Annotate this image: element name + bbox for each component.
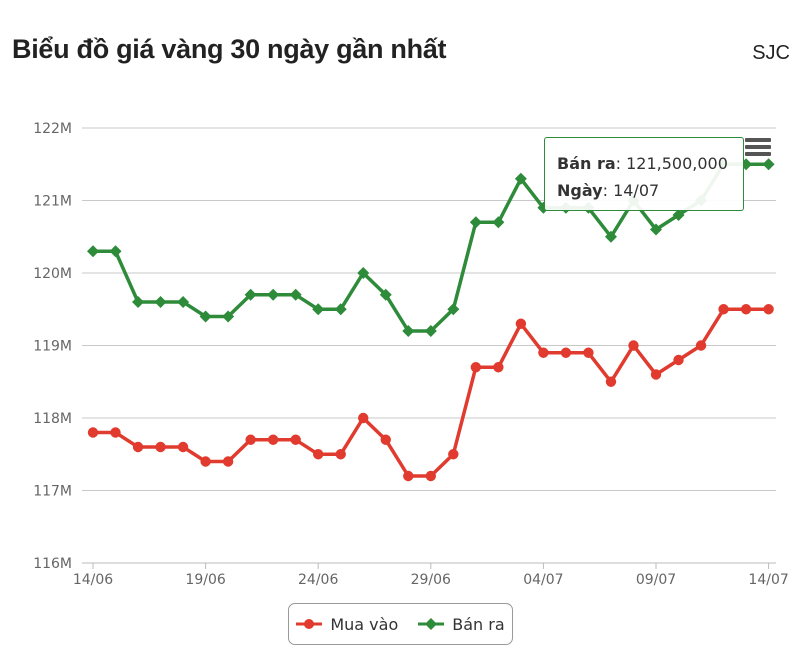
legend-item-buy[interactable]: Mua vào bbox=[296, 615, 398, 634]
tooltip-date-label: Ngày bbox=[557, 181, 603, 200]
x-tick-label: 14/07 bbox=[748, 572, 788, 588]
legend-label-buy: Mua vào bbox=[330, 614, 399, 634]
data-point-buy bbox=[380, 434, 391, 445]
legend-marker-sell bbox=[418, 618, 445, 630]
data-point-buy bbox=[87, 427, 99, 438]
tooltip-line-date: Ngày: 14/07 bbox=[557, 181, 660, 200]
x-axis: 14/06 19/06 24/06 29/06 04/07 09/07 14/07 bbox=[73, 562, 789, 588]
data-point-sell bbox=[244, 288, 257, 301]
y-tick-label: 119M bbox=[33, 339, 72, 355]
x-tick-label: 04/07 bbox=[523, 572, 563, 588]
data-point-sell bbox=[402, 325, 415, 337]
x-tick-label: 09/07 bbox=[636, 572, 676, 588]
data-point-sell bbox=[492, 216, 505, 229]
data-point-buy bbox=[290, 434, 301, 445]
data-point-sell bbox=[109, 245, 122, 258]
tooltip-value: 121,500,000 bbox=[626, 154, 728, 173]
legend-label-sell: Bán ra bbox=[452, 614, 505, 634]
data-point-buy bbox=[155, 441, 166, 453]
data-point-sell bbox=[132, 296, 145, 308]
data-point-buy bbox=[425, 470, 436, 482]
data-point-sell bbox=[447, 303, 460, 316]
y-tick-label: 120M bbox=[33, 266, 72, 282]
x-tick-label: 19/06 bbox=[185, 572, 225, 588]
tooltip: Bán ra: 121,500,000 Ngày: 14/07 bbox=[544, 137, 744, 211]
data-point-buy bbox=[740, 304, 752, 315]
data-point-sell bbox=[199, 310, 212, 323]
data-point-buy bbox=[650, 369, 662, 380]
x-tick-label: 14/06 bbox=[73, 572, 113, 588]
page-title: Biểu đồ giá vàng 30 ngày gần nhất bbox=[12, 34, 447, 64]
chart-header: Biểu đồ giá vàng 30 ngày gần nhất SJC bbox=[0, 0, 812, 90]
data-point-sell bbox=[177, 296, 190, 308]
data-point-sell bbox=[379, 288, 392, 301]
data-point-sell bbox=[334, 303, 347, 316]
data-point-buy bbox=[493, 362, 504, 373]
data-point-sell bbox=[357, 267, 370, 279]
x-tick-label: 24/06 bbox=[298, 572, 338, 588]
data-point-buy bbox=[200, 456, 211, 467]
data-point-buy bbox=[673, 354, 684, 366]
chart-legend: Mua vào Bán ra bbox=[288, 603, 513, 645]
data-point-buy bbox=[583, 347, 594, 358]
data-point-sell bbox=[267, 288, 280, 301]
data-point-sell bbox=[154, 296, 167, 308]
hamburger-menu-icon[interactable] bbox=[745, 136, 773, 158]
data-point-sell bbox=[650, 223, 662, 236]
data-point-buy bbox=[718, 304, 729, 315]
data-point-buy bbox=[695, 340, 707, 351]
data-point-buy bbox=[267, 434, 279, 445]
x-tick-label: 29/06 bbox=[411, 572, 451, 588]
data-point-buy bbox=[515, 318, 527, 329]
data-point-sell bbox=[312, 303, 325, 316]
legend-item-sell[interactable]: Bán ra bbox=[418, 614, 505, 634]
data-point-buy bbox=[763, 304, 774, 315]
data-point-buy bbox=[110, 427, 121, 438]
data-point-sell bbox=[424, 325, 437, 337]
data-point-sell bbox=[87, 245, 99, 258]
y-tick-label: 118M bbox=[33, 411, 72, 427]
brand-label: SJC bbox=[752, 42, 790, 64]
tooltip-date: 14/07 bbox=[613, 181, 660, 200]
data-point-buy bbox=[470, 362, 482, 373]
data-point-sell bbox=[222, 310, 235, 323]
y-tick-label: 122M bbox=[33, 121, 72, 137]
y-tick-label: 121M bbox=[33, 194, 72, 210]
y-axis-ticks: 116M 117M 118M 119M 120M 121M 122M bbox=[33, 121, 72, 572]
data-point-sell bbox=[289, 288, 302, 301]
grid-lines bbox=[82, 127, 776, 491]
data-point-buy bbox=[132, 441, 144, 453]
data-point-sell bbox=[514, 172, 527, 185]
data-point-sell bbox=[604, 230, 617, 243]
data-point-sell bbox=[469, 216, 482, 229]
tooltip-series-label: Bán ra bbox=[557, 154, 616, 173]
y-tick-label: 117M bbox=[33, 484, 72, 500]
y-tick-label: 116M bbox=[33, 556, 72, 572]
data-point-buy bbox=[560, 347, 572, 358]
data-point-buy bbox=[448, 449, 459, 460]
series-buy bbox=[87, 304, 774, 482]
data-point-buy bbox=[313, 449, 324, 460]
data-point-buy bbox=[335, 449, 346, 460]
data-point-buy bbox=[358, 412, 369, 424]
data-point-buy bbox=[222, 456, 234, 467]
data-point-buy bbox=[605, 376, 617, 387]
data-point-sell bbox=[672, 209, 685, 221]
legend-marker-buy bbox=[296, 619, 323, 629]
data-point-buy bbox=[538, 347, 549, 358]
data-point-sell bbox=[762, 158, 775, 171]
tooltip-line-value: Bán ra: 121,500,000 bbox=[557, 154, 728, 173]
data-point-buy bbox=[177, 441, 189, 453]
data-point-buy bbox=[403, 470, 414, 482]
data-point-buy bbox=[245, 434, 256, 445]
data-point-buy bbox=[628, 340, 639, 351]
